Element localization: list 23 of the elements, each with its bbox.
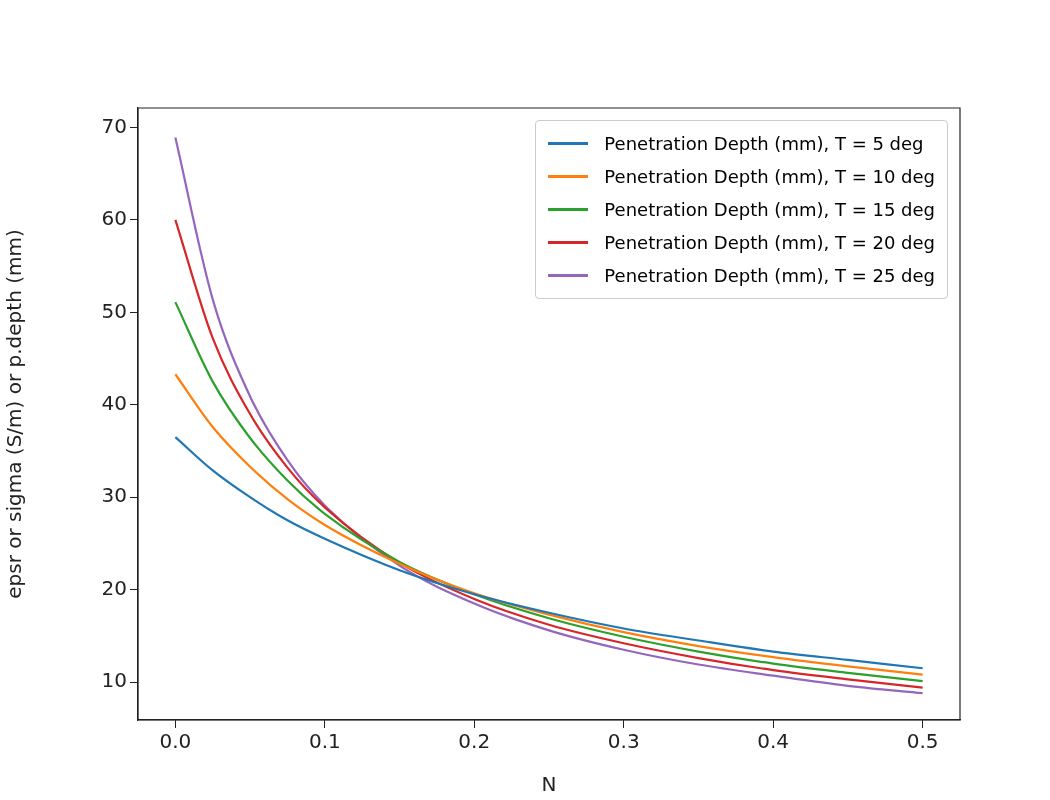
x-tick-label: 0.2 (458, 729, 491, 754)
y-tick-label: 10 (101, 668, 127, 693)
x-tick-label: 0.0 (159, 729, 192, 754)
legend-label: Penetration Depth (mm), T = 15 deg (604, 199, 935, 220)
x-axis-title: N (541, 772, 557, 797)
y-tick-label: 70 (101, 113, 127, 138)
legend-label: Penetration Depth (mm), T = 25 deg (604, 265, 935, 286)
line-series (174, 373, 924, 676)
y-tick-label: 30 (101, 483, 127, 508)
x-tick-label: 0.1 (308, 729, 341, 754)
legend-label: Penetration Depth (mm), T = 5 deg (604, 133, 924, 154)
x-tick-label: 0.4 (757, 729, 790, 754)
legend-label: Penetration Depth (mm), T = 20 deg (604, 232, 935, 253)
line-series (174, 436, 924, 670)
y-tick-label: 20 (101, 575, 127, 600)
y-tick-label: 60 (101, 206, 127, 231)
y-tick-label: 40 (101, 390, 127, 415)
x-tick-label: 0.3 (607, 729, 640, 754)
y-tick-label: 50 (101, 298, 127, 323)
y-axis-title: epsr or sigma (S/m) or p.depth (mm) (2, 229, 27, 599)
line-series (174, 301, 924, 683)
legend-label: Penetration Depth (mm), T = 10 deg (604, 166, 935, 187)
x-tick-label: 0.5 (906, 729, 939, 754)
